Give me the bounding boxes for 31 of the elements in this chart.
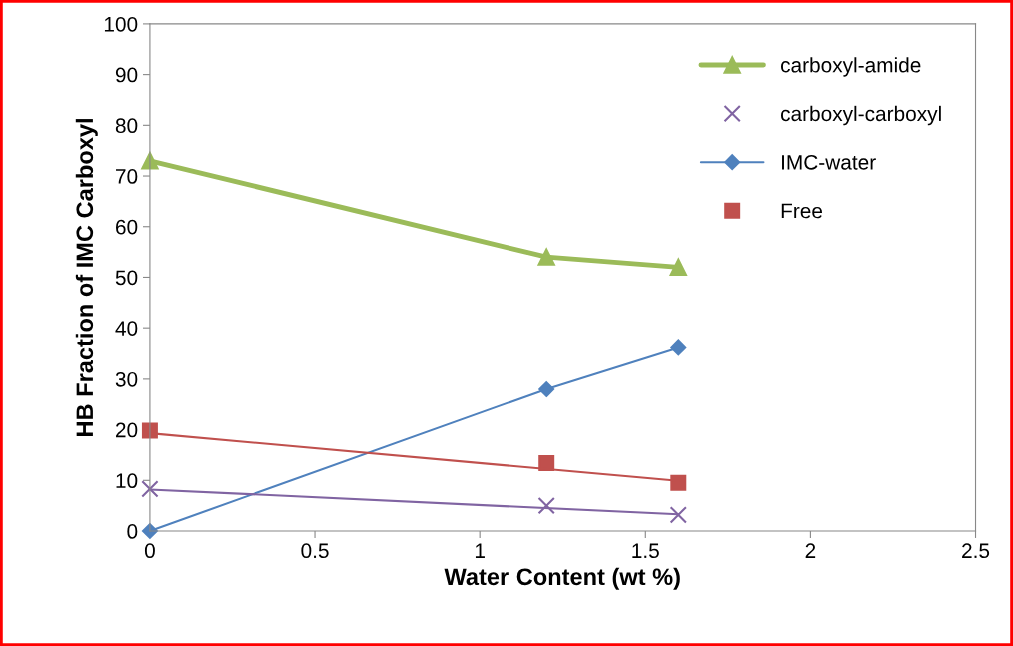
x-axis-title: Water Content (wt %): [444, 567, 680, 590]
y-axis-title: HB Fraction of IMC Carboxyl: [75, 119, 98, 436]
y-tick-label: 40: [115, 321, 138, 336]
y-tick-label: 10: [116, 473, 138, 489]
point: [669, 258, 687, 276]
point: [141, 480, 159, 498]
x-tick-label: 1: [475, 543, 485, 558]
x-tick-label: 0.5: [301, 543, 329, 559]
point: [537, 248, 555, 266]
x-tick-label: 0: [144, 543, 155, 559]
y-tick-label: 50: [115, 270, 138, 286]
y-tick-label: 60: [116, 219, 138, 235]
y-tick-label: 90: [115, 67, 138, 83]
y-tick-label: 70: [116, 169, 138, 184]
y-tick-label: 100: [104, 16, 138, 32]
legend-label: carboxyl-amide: [780, 57, 921, 77]
y-tick-label: 30: [115, 371, 138, 387]
legend-label: Free: [781, 203, 823, 219]
point: [670, 339, 687, 356]
point: [669, 506, 687, 524]
y-tick-label: 20: [116, 422, 138, 438]
y-tick-label: 0: [127, 524, 138, 539]
point: [670, 474, 687, 491]
legend-label: IMC-water: [782, 154, 876, 170]
y-tick-label: 80: [115, 118, 138, 134]
point: [538, 381, 555, 397]
legend-label: carboxyl-carboxyl: [780, 105, 941, 126]
x-tick-label: 1.5: [632, 543, 659, 559]
point: [537, 496, 555, 515]
x-tick-label: 2.5: [962, 543, 990, 559]
x-tick-label: 2: [805, 543, 816, 558]
